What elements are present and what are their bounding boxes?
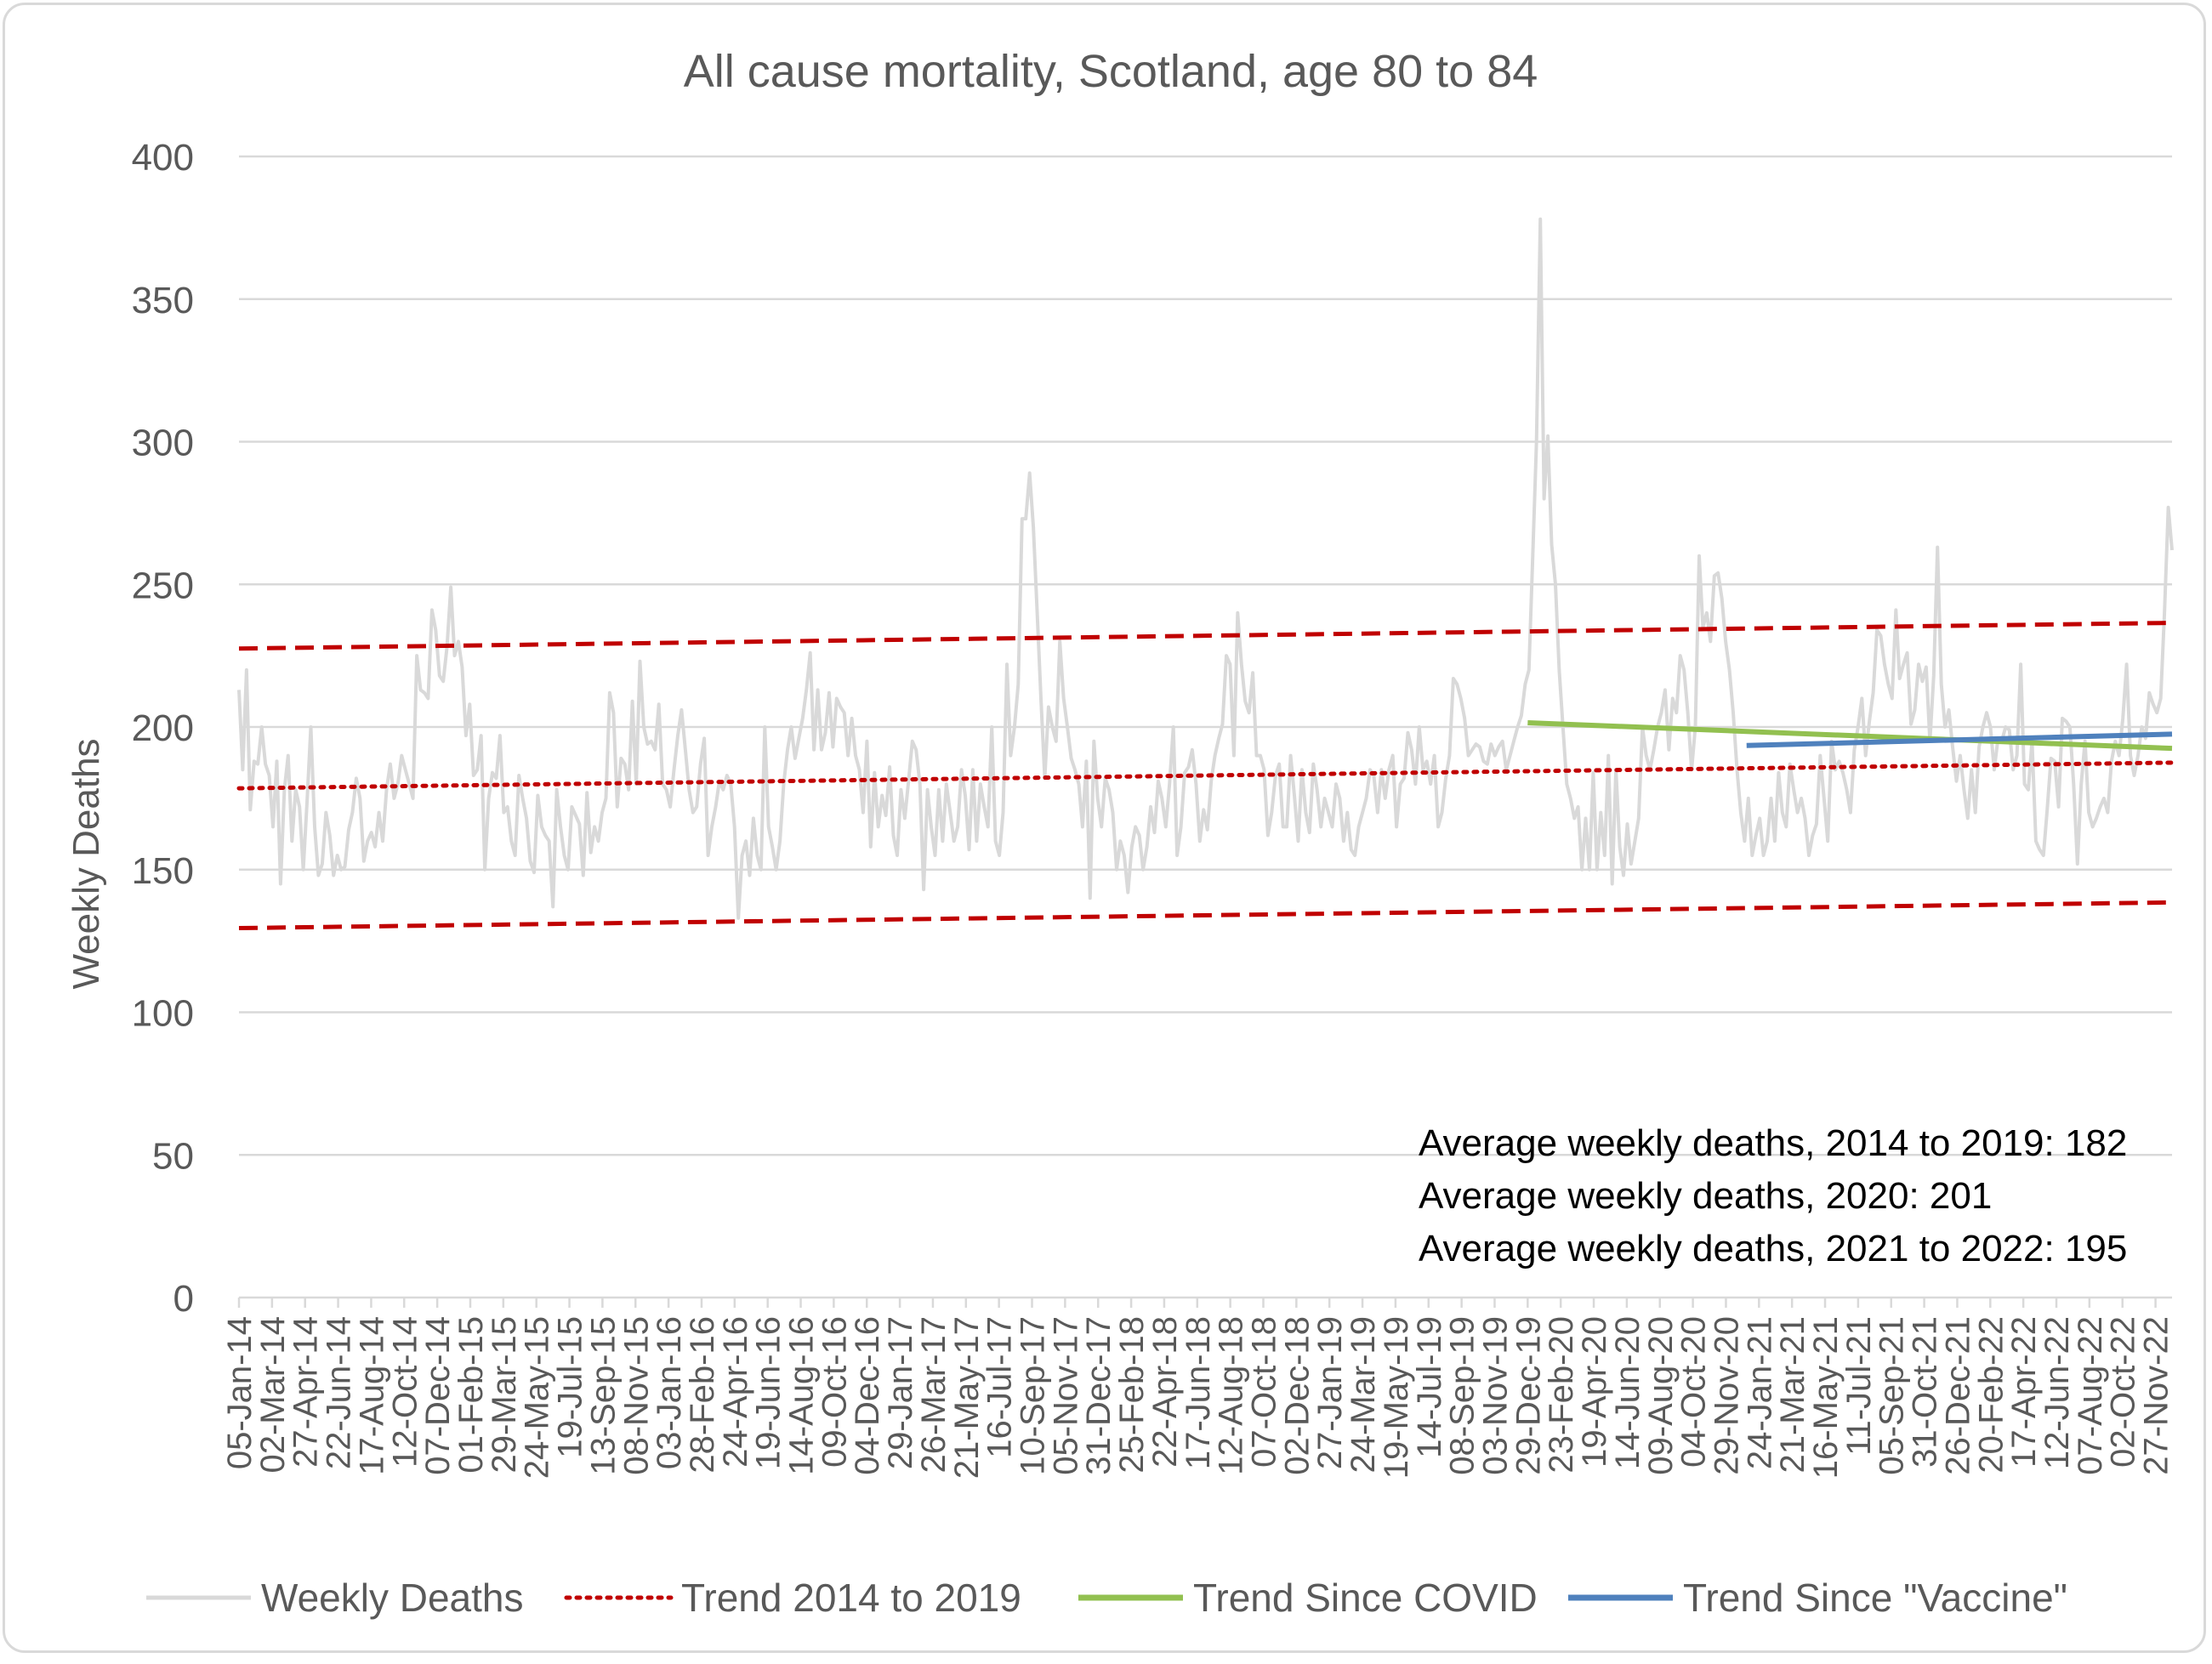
- x-tick-label: 05-Nov-17: [1047, 1316, 1084, 1475]
- x-tick-label: 21-Mar-21: [1774, 1316, 1811, 1474]
- x-tick-label: 29-Mar-15: [486, 1316, 523, 1474]
- legend-label: Trend 2014 to 2019: [681, 1576, 1021, 1620]
- y-tick-label: 100: [132, 993, 194, 1035]
- x-tick-label: 23-Feb-20: [1543, 1316, 1580, 1474]
- x-tick-label: 24-May-15: [519, 1316, 556, 1479]
- y-tick-label: 250: [132, 565, 194, 606]
- x-tick-label: 22-Jun-14: [321, 1316, 358, 1469]
- x-tick-label: 12-Oct-14: [386, 1316, 424, 1468]
- y-axis-label: Weekly Deaths: [65, 738, 107, 989]
- x-tick-labels: 05-Jan-1402-Mar-1427-Apr-1422-Jun-1417-A…: [221, 1298, 2175, 1479]
- y-tick-label: 0: [173, 1278, 194, 1320]
- x-tick-label: 29-Jan-17: [882, 1316, 919, 1469]
- legend-label: Trend Since "Vaccine": [1683, 1576, 2067, 1620]
- x-tick-label: 19-Jul-15: [552, 1316, 589, 1458]
- x-tick-label: 17-Apr-22: [2005, 1316, 2043, 1468]
- x-tick-label: 16-May-21: [1807, 1316, 1845, 1479]
- x-tick-label: 19-May-19: [1378, 1316, 1415, 1479]
- x-tick-label: 02-Mar-14: [254, 1316, 292, 1474]
- x-tick-label: 27-Jan-19: [1311, 1316, 1349, 1469]
- x-tick-label: 07-Dec-14: [419, 1316, 457, 1475]
- y-tick-label: 50: [152, 1135, 194, 1177]
- x-tick-label: 08-Nov-15: [617, 1316, 655, 1475]
- x-tick-label: 20-Feb-22: [1972, 1316, 2010, 1474]
- x-tick-label: 27-Apr-14: [287, 1316, 325, 1468]
- x-tick-label: 04-Dec-16: [849, 1316, 886, 1475]
- y-tick-labels: 0 50 100 150 200 250 300 350 400: [132, 137, 194, 1320]
- trend-since-covid-line: [1527, 719, 2173, 752]
- x-tick-label: 14-Jun-20: [1609, 1316, 1646, 1469]
- average-annotation: Average weekly deaths, 2021 to 2022: 195: [1419, 1228, 2127, 1269]
- x-tick-label: 26-Mar-17: [915, 1316, 952, 1474]
- x-tick-label: 24-Jan-21: [1741, 1316, 1778, 1469]
- trend-since-vaccine-line: [1746, 731, 2173, 748]
- x-tick-label: 19-Apr-20: [1576, 1316, 1613, 1468]
- x-tick-label: 07-Oct-18: [1245, 1316, 1282, 1468]
- legend: Weekly Deaths Trend 2014 to 2019 Trend Sin…: [146, 1576, 2067, 1620]
- x-tick-label: 09-Oct-16: [816, 1316, 853, 1468]
- x-tick-label: 03-Nov-19: [1476, 1316, 1514, 1475]
- x-tick-label: 24-Apr-16: [717, 1316, 754, 1468]
- y-tick-label: 350: [132, 280, 194, 321]
- x-tick-label: 31-Dec-17: [1080, 1316, 1117, 1475]
- average-annotation: Average weekly deaths, 2014 to 2019: 182: [1419, 1122, 2127, 1164]
- x-tick-label: 31-Oct-21: [1907, 1316, 1944, 1468]
- x-tick-label: 19-Jun-16: [750, 1316, 788, 1469]
- x-tick-label: 27-Nov-22: [2138, 1316, 2175, 1475]
- upper-band-line: [238, 621, 2173, 651]
- x-tick-label: 08-Sep-19: [1444, 1316, 1481, 1475]
- x-tick-label: 02-Dec-18: [1278, 1316, 1316, 1475]
- x-tick-label: 10-Sep-17: [1015, 1316, 1052, 1475]
- x-tick-label: 12-Jun-22: [2039, 1316, 2076, 1469]
- x-tick-label: 26-Dec-21: [1939, 1316, 1976, 1475]
- average-annotation: Average weekly deaths, 2020: 201: [1419, 1175, 1992, 1217]
- x-tick-label: 24-Mar-19: [1345, 1316, 1382, 1474]
- x-tick-label: 05-Jan-14: [221, 1316, 259, 1469]
- x-tick-label: 17-Jun-18: [1180, 1316, 1217, 1469]
- legend-label: Trend Since COVID: [1193, 1576, 1538, 1620]
- x-tick-label: 25-Feb-18: [1113, 1316, 1151, 1474]
- x-tick-label: 14-Jul-19: [1411, 1316, 1448, 1458]
- x-tick-label: 01-Feb-15: [452, 1316, 490, 1474]
- x-tick-label: 02-Oct-22: [2105, 1316, 2142, 1468]
- x-tick-label: 29-Nov-20: [1708, 1316, 1745, 1475]
- x-tick-label: 13-Sep-15: [584, 1316, 622, 1475]
- chart-title: All cause mortality, Scotland, age 80 to…: [684, 46, 1538, 97]
- y-tick-label: 200: [132, 707, 194, 749]
- line-chart: All cause mortality, Scotland, age 80 to…: [65, 46, 2175, 1620]
- x-tick-label: 11-Jul-21: [1840, 1316, 1878, 1456]
- legend-label: Weekly Deaths: [261, 1576, 524, 1620]
- x-tick-label: 22-Apr-18: [1146, 1316, 1184, 1468]
- annotations: Average weekly deaths, 2014 to 2019: 182…: [1419, 1122, 2127, 1269]
- lower-band-line: [238, 900, 2173, 931]
- x-tick-label: 29-Dec-19: [1510, 1316, 1547, 1475]
- x-tick-label: 09-Aug-20: [1642, 1316, 1680, 1475]
- x-tick-label: 28-Feb-16: [684, 1316, 721, 1474]
- x-tick-label: 04-Oct-20: [1675, 1316, 1713, 1468]
- y-tick-label: 400: [132, 137, 194, 179]
- x-tick-label: 21-May-17: [948, 1316, 986, 1479]
- weekly-deaths-line: [237, 217, 2174, 920]
- gridlines: [239, 155, 2172, 1299]
- x-tick-label: 03-Jan-16: [651, 1316, 688, 1469]
- x-tick-label: 14-Aug-16: [783, 1316, 821, 1475]
- chart-frame: All cause mortality, Scotland, age 80 to…: [3, 3, 2206, 1653]
- x-tick-label: 16-Jul-17: [981, 1316, 1019, 1458]
- series-lines: [236, 217, 2175, 931]
- x-tick-label: 05-Sep-21: [1874, 1316, 1911, 1475]
- y-tick-label: 150: [132, 850, 194, 892]
- x-tick-label: 12-Aug-18: [1213, 1316, 1250, 1475]
- x-tick-label: 17-Aug-14: [353, 1316, 390, 1475]
- x-tick-label: 07-Aug-22: [2072, 1316, 2109, 1475]
- y-tick-label: 300: [132, 423, 194, 464]
- trend-2014-to-2019-line: [236, 760, 2175, 791]
